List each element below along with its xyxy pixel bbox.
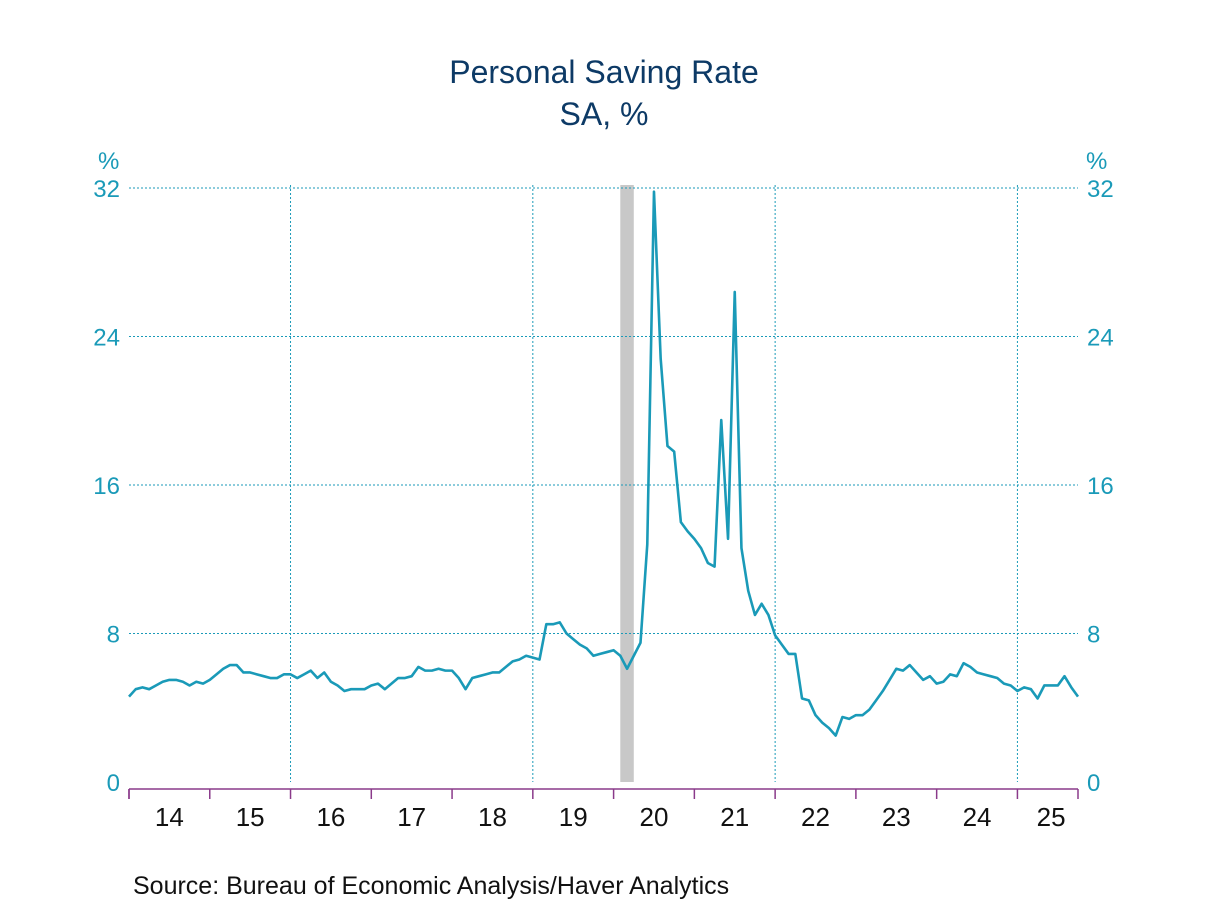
x-tick-label-14: 14 bbox=[155, 802, 184, 832]
x-tick-label-15: 15 bbox=[236, 802, 265, 832]
chart-subtitle: SA, % bbox=[559, 96, 649, 132]
y-tick-label-left-0: 0 bbox=[107, 770, 120, 797]
recession-shading bbox=[620, 185, 634, 782]
y-tick-label-right-24: 24 bbox=[1087, 325, 1114, 352]
y-tick-label-right-32: 32 bbox=[1087, 176, 1114, 203]
y-tick-label-left-16: 16 bbox=[93, 473, 120, 500]
y-tick-label-left-24: 24 bbox=[93, 325, 120, 352]
x-tick-label-16: 16 bbox=[316, 802, 345, 832]
x-tick-label-22: 22 bbox=[801, 802, 830, 832]
x-tick-label-19: 19 bbox=[559, 802, 588, 832]
x-tick-label-21: 21 bbox=[720, 802, 749, 832]
series-line-0 bbox=[128, 190, 1080, 737]
y-tick-label-right-16: 16 bbox=[1087, 473, 1114, 500]
x-tick-label-23: 23 bbox=[882, 802, 911, 832]
right-axis-unit: % bbox=[1086, 148, 1108, 175]
x-tick-label-18: 18 bbox=[478, 802, 507, 832]
chart-title: Personal Saving Rate bbox=[449, 54, 759, 90]
x-tick-label-20: 20 bbox=[640, 802, 669, 832]
left-axis-unit: % bbox=[98, 148, 120, 175]
y-tick-label-right-8: 8 bbox=[1087, 622, 1100, 649]
y-tick-label-left-8: 8 bbox=[107, 622, 120, 649]
x-tick-label-17: 17 bbox=[397, 802, 426, 832]
x-tick-label-24: 24 bbox=[963, 802, 992, 832]
x-tick-label-25: 25 bbox=[1037, 802, 1066, 832]
source-note: Source: Bureau of Economic Analysis/Have… bbox=[133, 872, 730, 900]
y-tick-label-left-32: 32 bbox=[93, 176, 120, 203]
y-tick-label-right-0: 0 bbox=[1087, 770, 1100, 797]
